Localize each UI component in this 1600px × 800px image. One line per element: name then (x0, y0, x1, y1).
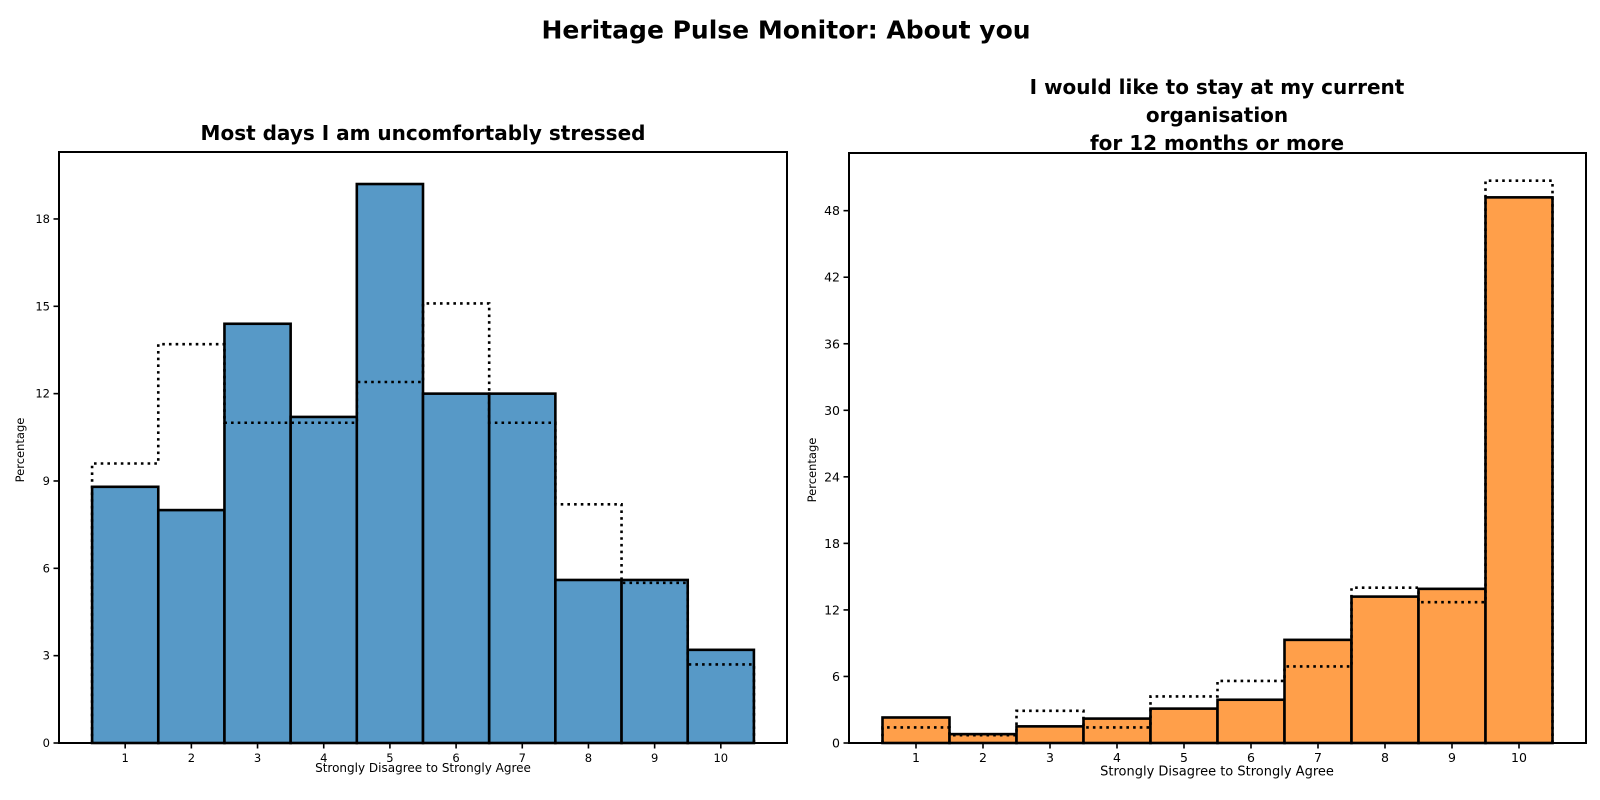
x-tick-label-right: 10 (1511, 750, 1527, 765)
histogram-bar-right-1 (881, 716, 951, 745)
page-title: Heritage Pulse Monitor: About you (541, 15, 1031, 45)
y-tick-label-right: 12 (824, 602, 840, 617)
y-tick-label-right: 36 (824, 336, 840, 351)
x-tick-label-left: 2 (188, 751, 195, 765)
y-tick-label-right: 6 (832, 669, 840, 684)
histogram-bar-right-2 (948, 732, 1018, 745)
x-tick-label-right: 6 (1247, 750, 1255, 765)
x-tick-label-right: 3 (1046, 750, 1054, 765)
histogram-bar-right-9 (1417, 587, 1487, 745)
y-tick-label-left: 9 (43, 474, 50, 488)
y-tick-label-right: 48 (824, 203, 840, 218)
histogram-bar-left-6 (421, 392, 491, 745)
x-tick-label-left: 5 (386, 751, 393, 765)
x-tick-label-right: 5 (1180, 750, 1188, 765)
histogram-bar-right-6 (1216, 698, 1286, 745)
x-tick-label-left: 7 (519, 751, 526, 765)
chart-right-xaxis-label: Strongly Disagree to Strongly Agree (1100, 764, 1334, 780)
chart-right-title: I would like to stay at my current organ… (1029, 75, 1405, 155)
y-tick-label-left: 6 (43, 561, 50, 575)
x-tick-label-left: 4 (320, 751, 327, 765)
chart-left-xaxis-label: Strongly Disagree to Strongly Agree (315, 761, 531, 775)
x-tick-label-right: 4 (1113, 750, 1121, 765)
chart-left-yaxis-label: Percentage (13, 417, 27, 483)
histogram-bar-right-10 (1484, 196, 1554, 745)
x-tick-label-left: 8 (585, 751, 592, 765)
histogram-bar-right-8 (1350, 595, 1420, 745)
y-tick-label-right: 30 (824, 403, 840, 418)
x-tick-label-left: 1 (122, 751, 129, 765)
x-tick-label-left: 3 (254, 751, 261, 765)
y-tick-label-right: 18 (824, 536, 840, 551)
x-tick-label-left: 10 (713, 751, 728, 765)
y-tick-label-left: 18 (35, 212, 50, 226)
histogram-bar-right-3 (1015, 725, 1085, 745)
histogram-bar-right-4 (1082, 717, 1152, 745)
y-tick-label-left: 3 (43, 649, 50, 663)
x-tick-label-right: 2 (979, 750, 987, 765)
x-tick-label-left: 6 (452, 751, 459, 765)
histogram-bar-right-5 (1149, 707, 1219, 745)
histogram-bar-left-4 (289, 415, 359, 745)
histogram-bar-left-8 (554, 578, 623, 745)
histogram-bar-left-2 (156, 508, 226, 745)
plot-frame-left (58, 151, 788, 744)
y-tick-label-left: 12 (35, 387, 50, 401)
y-tick-label-left: 0 (43, 736, 50, 750)
histogram-bar-left-5 (355, 182, 425, 745)
plot-frame-right (848, 152, 1587, 744)
chart-right-yaxis-label: Percentage (805, 437, 819, 503)
y-tick-label-right: 42 (824, 270, 840, 285)
histogram-bar-right-7 (1283, 638, 1353, 745)
histogram-bar-left-3 (223, 322, 292, 745)
chart-left-title: Most days I am uncomfortably stressed (200, 121, 646, 145)
y-tick-label-right: 24 (824, 469, 840, 484)
histogram-bar-left-1 (90, 485, 160, 745)
y-tick-label-right: 0 (832, 736, 840, 751)
x-tick-label-left: 9 (651, 751, 658, 765)
x-tick-label-right: 9 (1448, 750, 1456, 765)
histogram-bar-left-9 (620, 578, 690, 745)
x-tick-label-right: 8 (1381, 750, 1389, 765)
x-tick-label-right: 1 (912, 750, 920, 765)
y-tick-label-left: 15 (35, 299, 50, 313)
histogram-bar-left-7 (487, 392, 557, 745)
x-tick-label-right: 7 (1314, 750, 1322, 765)
